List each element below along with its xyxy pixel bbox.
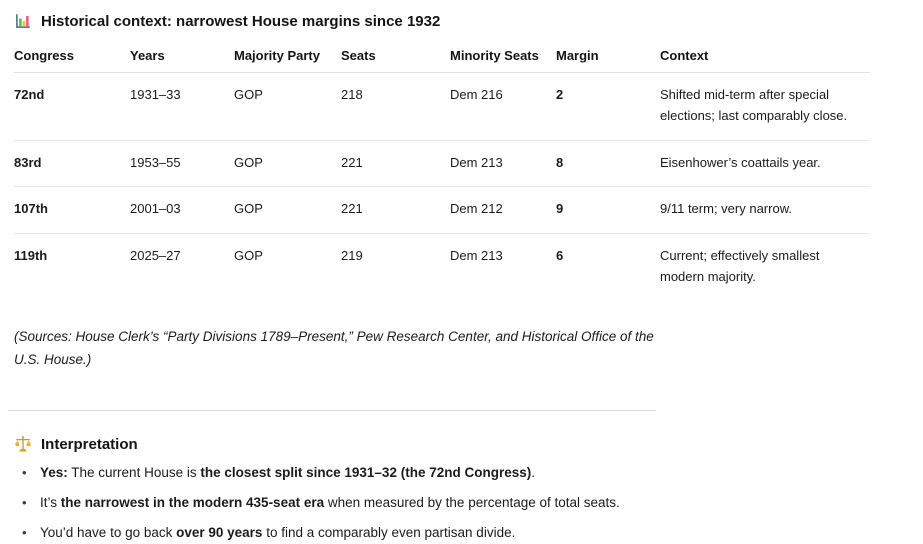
cell-years: 1931–33 [130,72,234,141]
bullet-text-segment: . [531,465,535,481]
column-header-years: Years [130,42,234,73]
cell-margin: 9 [556,186,660,235]
table-row: 83rd 1953–55 GOP 221 Dem 213 8 Eisenhowe… [14,140,870,188]
cell-minority-seats: Dem 213 [450,140,556,188]
house-margins-table: Congress Years Majority Party Seats Mino… [14,42,870,301]
interpretation-title: Interpretation [41,435,138,453]
cell-context: Eisenhower’s coattails year. [660,140,870,188]
sources-note: (Sources: House Clerk’s “Party Divisions… [14,328,654,368]
bullet-text-segment: You’d have to go back [40,524,177,540]
column-header-congress: Congress [14,42,130,73]
cell-years: 2001–03 [130,186,234,235]
bullet-text-segment: It’s [40,494,61,510]
list-item: It’s the narrowest in the modern 435-sea… [14,493,909,514]
cell-years: 2025–27 [130,248,181,264]
cell-majority-party: GOP [234,186,341,235]
interpretation-heading: Interpretation [14,435,909,453]
cell-seats: 219 [341,248,363,264]
cell-minority-seats: Dem 212 [450,186,556,235]
bullet-text-segment: when measured by the percentage of total… [324,494,620,510]
bullet-text-segment: over 90 years [176,524,263,540]
cell-context: 9/11 term; very narrow. [660,186,870,235]
table-section-title: Historical context: narrowest House marg… [41,12,441,30]
table-row: 72nd 1931–33 GOP 218 Dem 216 2 Shifted m… [14,72,870,141]
column-header-margin: Margin [556,42,660,73]
cell-context: Current; effectively smallest modern maj… [660,248,820,284]
bullet-text-segment: the closest split since 1931–32 (the 72n… [200,465,532,481]
column-header-seats: Seats [341,42,450,73]
bullet-text-segment: to find a comparably even partisan divid… [262,524,516,540]
list-item: You’d have to go back over 90 years to f… [14,523,909,544]
cell-congress: 119th [14,248,48,264]
table-header-row: Congress Years Majority Party Seats Mino… [14,42,870,73]
cell-congress: 72nd [14,72,130,141]
cell-majority-party: GOP [234,248,263,264]
column-header-majority-party: Majority Party [234,42,341,73]
column-header-context: Context [660,42,870,73]
cell-seats: 218 [341,72,450,141]
cell-margin: 6 [556,248,564,264]
bullet-text-segment: Yes: [40,465,68,481]
cell-margin: 8 [556,140,660,188]
cell-seats: 221 [341,186,450,235]
balance-scale-icon [14,435,32,453]
cell-seats: 221 [341,140,450,188]
cell-majority-party: GOP [234,140,341,188]
cell-congress: 83rd [14,140,130,188]
list-item: Yes: The current House is the closest sp… [14,463,909,484]
table-section-heading: Historical context: narrowest House marg… [14,12,909,30]
table-row: 107th 2001–03 GOP 221 Dem 212 9 9/11 ter… [14,186,870,235]
section-divider [8,410,656,412]
bullet-text-segment: the narrowest in the modern 435-seat era [60,494,325,510]
interpretation-list: Yes: The current House is the closest sp… [14,463,909,544]
cell-congress: 107th [14,186,130,235]
bar-chart-icon [14,12,32,30]
bullet-text-segment: The current House is [67,465,201,481]
table-row: 119th 2025–27 GOP 219 Dem 213 6 Current;… [14,234,870,301]
cell-majority-party: GOP [234,72,341,141]
column-header-minority-seats: Minority Seats [450,42,556,73]
cell-minority-seats: Dem 213 [450,248,503,264]
cell-context: Shifted mid-term after special elections… [660,72,870,141]
cell-minority-seats: Dem 216 [450,72,556,141]
cell-margin: 2 [556,72,660,141]
cell-years: 1953–55 [130,140,234,188]
